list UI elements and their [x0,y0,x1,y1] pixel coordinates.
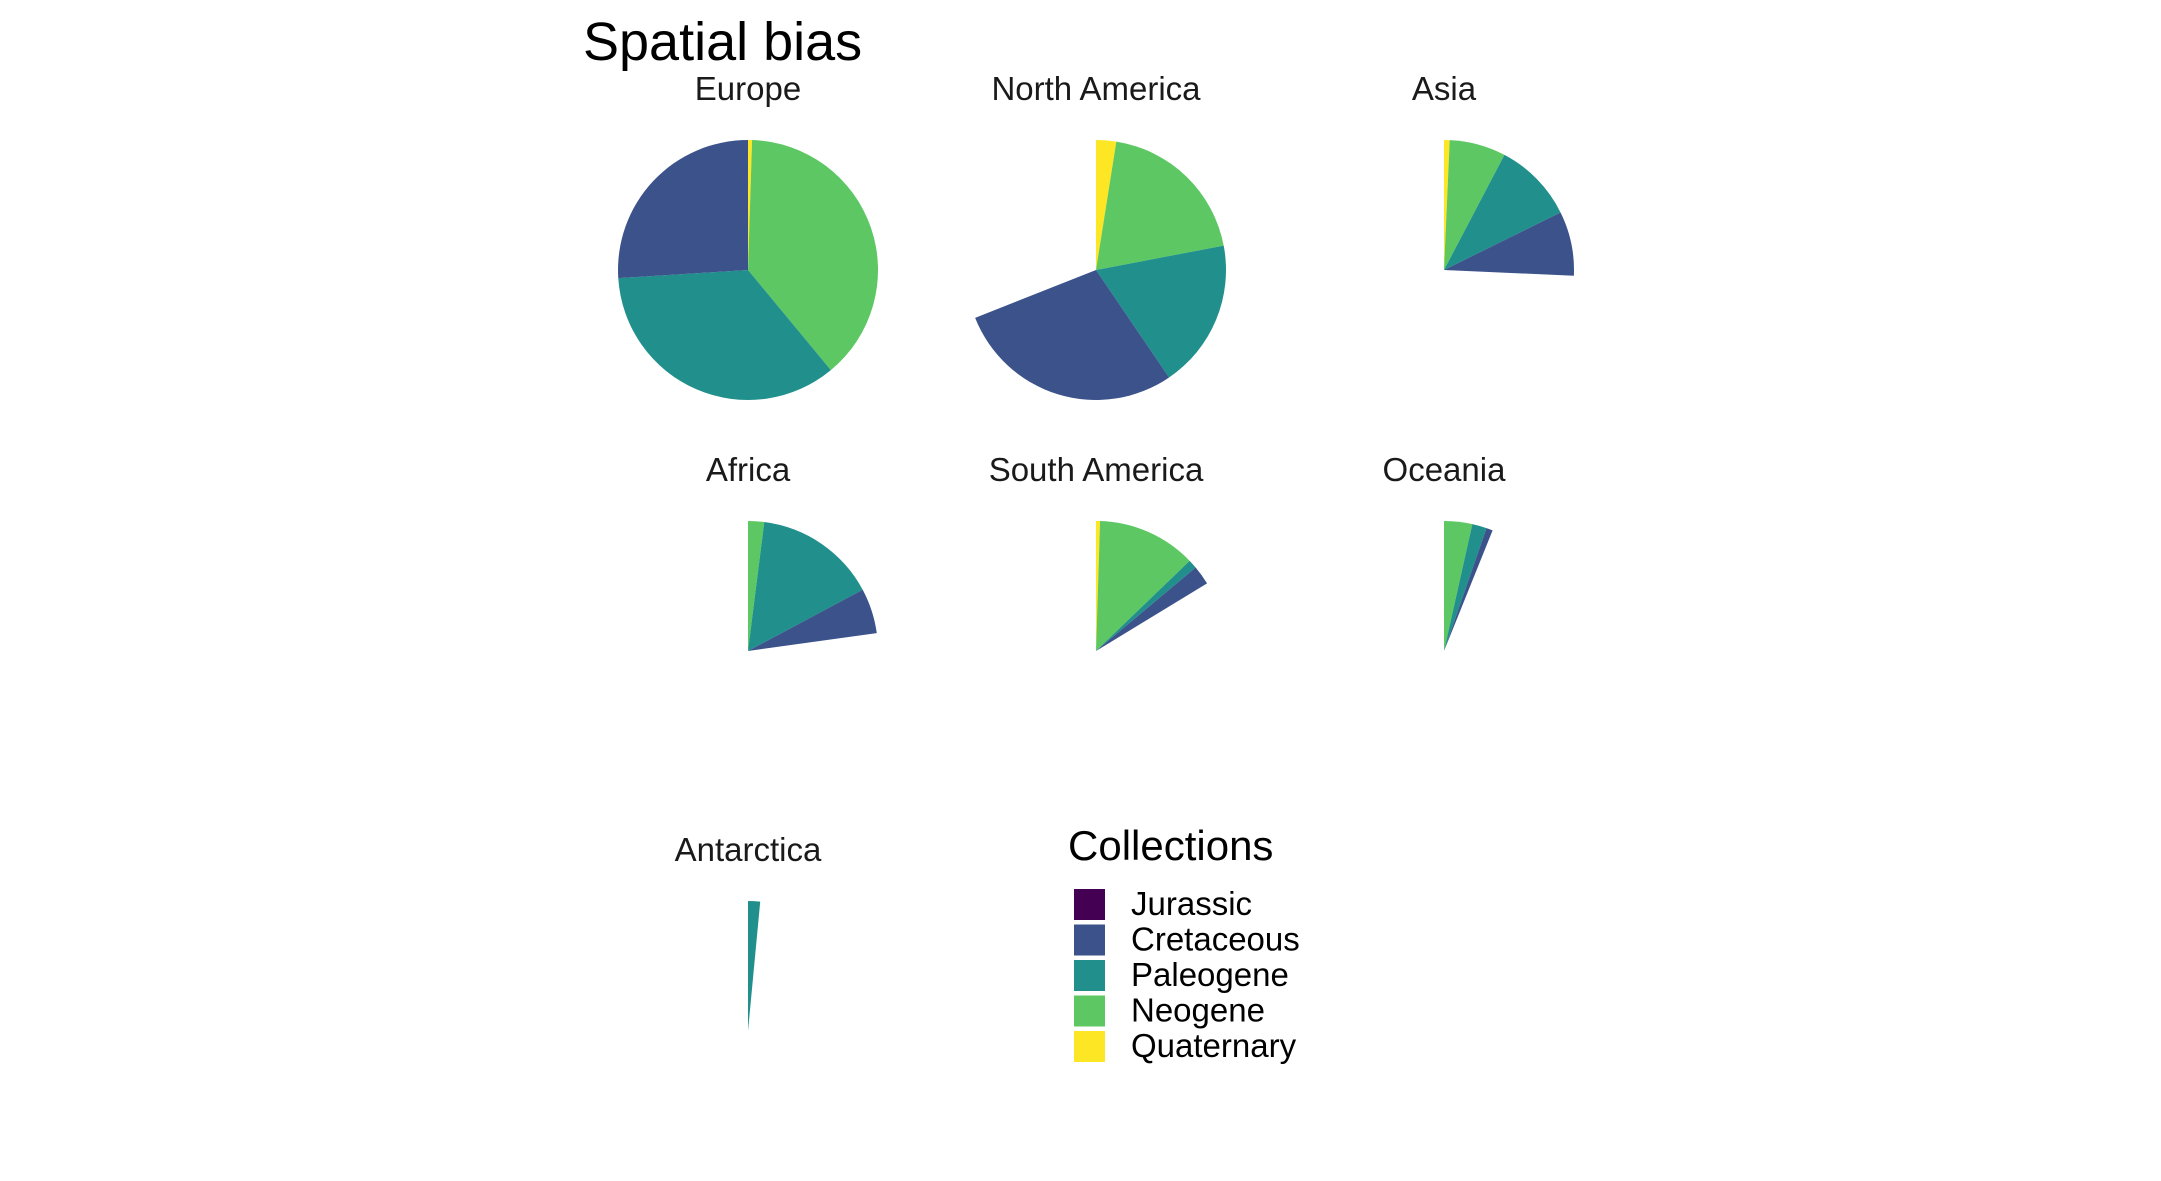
slice-oceania-cretaceous [1444,528,1493,651]
legend-label-jurassic: Jurassic [1131,885,1252,922]
panel-asia: Asia [1412,70,1574,276]
panel-title: Antarctica [675,831,822,868]
slice-north-america-cretaceous [975,270,1170,400]
legend-key-neogene [1074,995,1105,1027]
slice-africa-neogene [748,521,765,651]
legend-key-cretaceous [1074,924,1105,956]
legend-title: Collections [1068,822,1273,869]
legend-items: JurassicCretaceousPaleogeneNeogeneQuater… [1074,885,1300,1064]
slice-asia-paleogene [1444,154,1561,270]
slice-south-america-cretaceous [1096,567,1208,651]
legend-label-quaternary: Quaternary [1131,1027,1297,1064]
legend-key-paleogene [1074,960,1105,991]
legend-label-paleogene: Paleogene [1131,956,1289,993]
pie-panels: Europe North America Asia Africa South Ameri… [618,70,1574,1031]
slice-south-america-neogene [1096,521,1190,651]
legend-label-cretaceous: Cretaceous [1131,921,1300,958]
slice-south-america-quaternary [1096,520,1101,651]
slice-asia-cretaceous [1444,212,1574,276]
slice-antarctica-paleogene [748,901,761,1031]
panel-north-america: North America [975,70,1227,400]
legend-label-neogene: Neogene [1131,992,1265,1029]
slice-asia-neogene [1444,140,1505,270]
panel-antarctica: Antarctica [675,831,822,1031]
slice-oceania-paleogene [1444,524,1487,651]
legend-key-jurassic [1074,889,1105,920]
slice-north-america-neogene [1096,141,1224,270]
slice-europe-paleogene [618,270,831,401]
slice-europe-neogene [748,140,879,371]
panel-europe: Europe [618,70,879,401]
panel-title: Africa [706,451,791,488]
slice-asia-quaternary [1444,140,1450,270]
panel-africa: Africa [706,451,877,651]
slice-africa-paleogene [748,522,863,651]
slice-north-america-paleogene [1096,245,1227,378]
slice-south-america-paleogene [1096,560,1196,651]
panel-oceania: Oceania [1383,451,1507,651]
panel-south-america: South America [989,451,1208,651]
slice-europe-cretaceous [618,140,748,279]
panel-title: South America [989,451,1204,488]
panel-title: Europe [695,70,801,107]
slice-north-america-quaternary [1096,140,1117,270]
panel-title: Asia [1412,70,1477,107]
slice-europe-quaternary [748,139,753,270]
chart-title: Spatial bias [583,12,862,72]
slice-oceania-neogene [1444,521,1473,651]
panel-title: Oceania [1383,451,1507,488]
panel-title: North America [991,70,1201,107]
legend-key-quaternary [1074,1031,1105,1062]
legend: Collections JurassicCretaceousPaleogeneN… [1068,822,1300,1064]
slice-africa-cretaceous [748,589,877,651]
